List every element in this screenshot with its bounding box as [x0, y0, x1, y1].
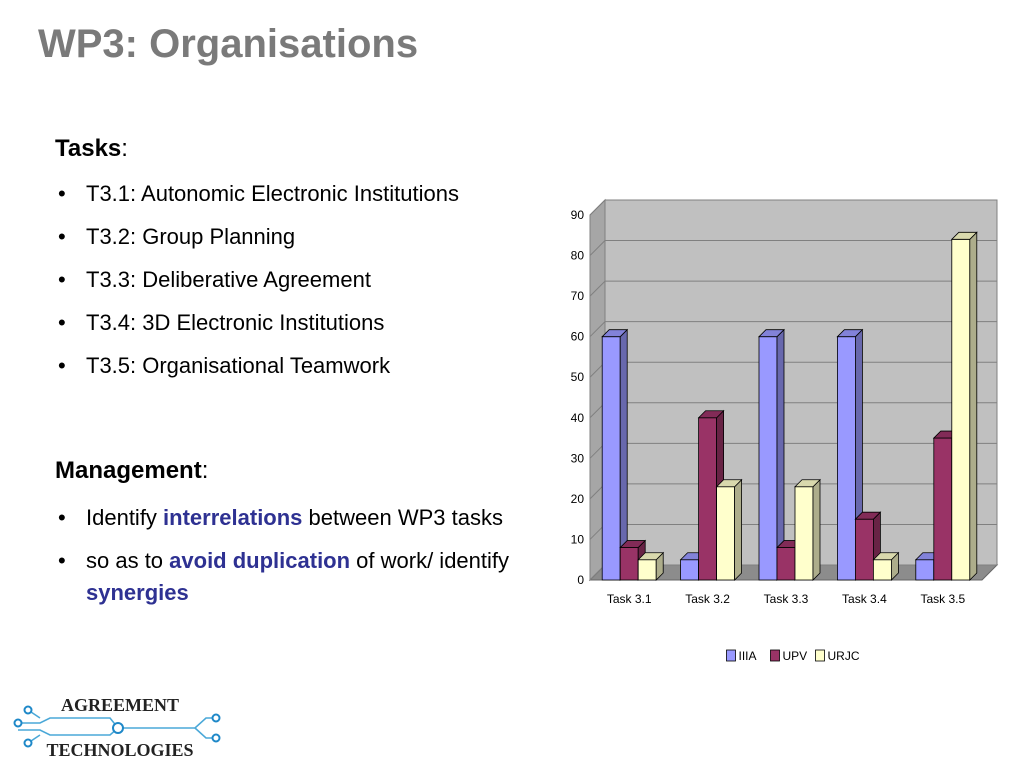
- bar-top: [794, 479, 821, 488]
- tasks-heading: Tasks:: [55, 135, 128, 163]
- legend: IIIA UPV URJC: [726, 649, 860, 663]
- bar-front: [619, 547, 639, 581]
- bar-front: [836, 336, 856, 581]
- management-list: Identify interrelations between WP3 task…: [55, 502, 530, 620]
- legend-item: IIIA: [726, 649, 757, 663]
- page-title: WP3: Organisations: [38, 22, 419, 66]
- bar-front: [933, 437, 953, 581]
- bar-front: [601, 336, 621, 581]
- bar-front: [915, 559, 935, 581]
- highlight-text: avoid duplication: [169, 548, 351, 573]
- legend-label: UPV: [783, 649, 808, 663]
- bar: [794, 478, 821, 581]
- bar-front: [794, 486, 814, 581]
- legend-label: IIIA: [739, 649, 757, 663]
- grid-line: [589, 240, 997, 256]
- bar-front: [716, 486, 736, 581]
- management-heading-label: Management: [55, 457, 202, 484]
- grid-line: [589, 280, 997, 297]
- logo-line2: TECHNOLOGIES: [46, 740, 193, 760]
- x-tick-label: Task 3.5: [920, 592, 965, 606]
- bar-top: [697, 410, 725, 419]
- task-list: T3.1: Autonomic Electronic Institutions …: [55, 178, 530, 393]
- bar-front: [637, 559, 657, 581]
- legend-item: UPV: [770, 649, 808, 663]
- bar-front: [776, 547, 796, 581]
- bar-front: [680, 559, 699, 581]
- bar: [715, 478, 743, 581]
- bar-front: [872, 559, 892, 581]
- management-heading-colon: :: [201, 457, 209, 484]
- bar-top: [601, 329, 629, 338]
- x-tick-label: Task 3.1: [607, 592, 652, 606]
- bar: [950, 231, 978, 581]
- grid-line: [589, 199, 997, 216]
- legend-item: URJC: [815, 649, 860, 663]
- bar-top: [758, 329, 785, 338]
- bar: [758, 328, 785, 581]
- y-tick-label: 50: [571, 370, 585, 384]
- bar-top: [715, 479, 743, 488]
- y-tick-label: 40: [571, 411, 585, 425]
- logo-line1: AGREEMENT: [61, 695, 179, 715]
- item-text: between WP3 tasks: [302, 505, 503, 530]
- grid-line: [589, 321, 997, 338]
- list-item: T3.2: Group Planning: [55, 221, 530, 253]
- item-text: Identify: [86, 505, 164, 530]
- bar-top: [872, 552, 900, 561]
- tasks-heading-label: Tasks: [55, 135, 122, 162]
- list-item: T3.5: Organisational Teamwork: [55, 350, 530, 382]
- y-tick-label: 20: [571, 492, 585, 506]
- x-axis-ticks: Task 3.1 Task 3.2 Task 3.3 Task 3.4 Task 3.5: [607, 592, 966, 606]
- bar-top: [854, 511, 882, 520]
- y-axis-ticks: 0 10 20 30 40 50 60 70 80 90: [571, 208, 585, 587]
- highlight-text: interrelations: [163, 505, 303, 530]
- bar-top: [637, 552, 665, 561]
- tasks-heading-colon: :: [121, 135, 128, 162]
- bar-top: [836, 329, 864, 338]
- list-item: T3.3: Deliberative Agreement: [55, 264, 530, 296]
- list-item: so as to avoid duplication of work/ iden…: [55, 545, 530, 609]
- legend-swatch: [770, 649, 780, 662]
- list-item: T3.4: 3D Electronic Institutions: [55, 307, 530, 339]
- y-tick-label: 0: [577, 573, 584, 587]
- list-item: Identify interrelations between WP3 task…: [55, 502, 530, 534]
- bar-side: [734, 478, 743, 581]
- y-tick-label: 10: [571, 532, 585, 546]
- bars: [601, 231, 978, 581]
- bar: [872, 551, 900, 581]
- bar-front: [951, 238, 971, 581]
- legend-label: URJC: [828, 649, 860, 663]
- x-tick-label: Task 3.3: [764, 592, 809, 606]
- bar-side: [969, 231, 978, 581]
- item-text: so as to: [86, 548, 170, 573]
- x-tick-label: Task 3.2: [685, 592, 730, 606]
- legend-swatch: [726, 649, 736, 662]
- agreement-technologies-logo: AGREEMENT TECHNOLOGIES: [13, 695, 221, 760]
- item-text: of work/ identify: [350, 548, 510, 573]
- highlight-text: synergies: [86, 580, 189, 605]
- bar-front: [758, 336, 778, 581]
- list-item: T3.1: Autonomic Electronic Institutions: [55, 178, 530, 210]
- y-tick-label: 30: [571, 451, 585, 465]
- management-heading: Management:: [55, 457, 208, 485]
- x-tick-label: Task 3.4: [842, 592, 887, 606]
- bar: [601, 328, 629, 581]
- bar-top: [619, 540, 647, 548]
- y-tick-label: 80: [571, 249, 585, 263]
- legend-swatch: [815, 649, 825, 662]
- bar-front: [854, 518, 874, 581]
- bar-side: [812, 478, 821, 581]
- bar-front: [698, 417, 718, 581]
- y-tick-label: 70: [571, 289, 585, 303]
- bar: [637, 551, 665, 581]
- bar-top: [950, 231, 978, 240]
- y-tick-label: 60: [571, 330, 585, 344]
- y-tick-label: 90: [571, 208, 585, 222]
